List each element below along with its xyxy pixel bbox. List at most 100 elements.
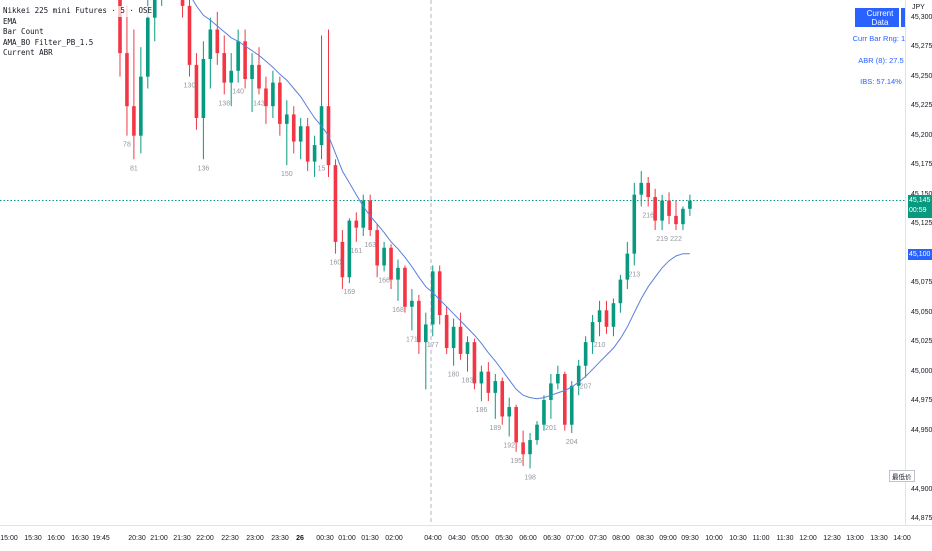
bar-count-label: 140 [232,89,244,96]
candle-body [528,440,532,455]
candle-body [424,324,428,343]
candle-body [187,5,192,65]
time-tick-label: 09:30 [681,535,699,542]
time-tick-label: 04:30 [448,535,466,542]
bar-count-label: 201 [545,425,557,432]
candle-body [569,385,574,425]
candle-body [430,271,435,325]
legend-line-ama-filter[interactable]: AMA_BO Filter_PB_1.5 [3,37,94,47]
time-tick-label: 21:30 [173,535,191,542]
price-chart-pane[interactable]: 78 81 130 136 138 140 143 150 15 160 169 161 163 166 1… [0,0,905,525]
price-tick-label: 44,950 [911,426,932,434]
candle-body [535,424,539,441]
price-tick-label: 44,875 [911,515,932,523]
candle-body [597,310,602,323]
candle-body [285,114,289,124]
bar-count-label: 169 [344,289,356,296]
price-axis[interactable] [905,0,932,525]
time-tick-label: 08:30 [636,535,654,542]
last-price-tag: 45,145 00:59 [908,194,932,218]
candle-body [389,247,393,280]
candle-body [688,200,692,209]
bar-count-label: 150 [281,171,293,178]
candle-body [396,267,400,280]
candle-body [479,371,484,384]
indicator-legend: Nikkei 225 mini Futures · 5 · OSE EMA Ba… [3,6,153,59]
candle-body [298,126,303,142]
time-tick-label: 01:00 [338,535,356,542]
time-tick-label: 10:30 [729,535,747,542]
time-axis[interactable] [0,525,932,551]
time-tick-label: 01:30 [361,535,379,542]
candle-body [305,126,310,162]
candle-body [208,29,213,59]
bar-count-label: 136 [198,165,210,172]
candle-body [417,300,421,343]
candle-body [264,88,268,107]
time-tick-label: 09:00 [659,535,677,542]
candle-body [681,208,685,225]
candle-body [333,165,338,242]
price-tick-label: 45,275 [911,43,932,51]
time-tick-label: 26 [296,535,304,542]
bar-count-label: 189 [489,425,501,432]
current-data-button[interactable]: Current Data [855,8,905,27]
bar-count-label: 216 [642,212,654,219]
bar-count-label: 198 [524,474,536,481]
bar-count-label: 210 [594,342,606,349]
price-tick-label: 45,025 [911,338,932,346]
candle-body [563,373,567,425]
price-tick-label: 44,975 [911,397,932,405]
price-tick-label: 45,175 [911,161,932,169]
time-tick-label: 06:30 [543,535,561,542]
time-tick-label: 00:30 [316,535,334,542]
candle-body [403,267,407,307]
time-tick-label: 19:45 [92,535,110,542]
currency-label[interactable]: JPY [912,4,925,11]
candle-body [146,17,150,77]
candle-body [444,315,449,349]
candle-body [201,58,206,118]
bar-count-label: 143 [253,100,265,107]
candle-body [660,200,664,221]
candle-body [653,197,657,221]
bar-countdown: 00:59 [909,206,927,214]
price-tick-label: 45,300 [911,13,932,21]
candle-body [618,279,623,304]
candle-body [514,407,518,443]
candle-body [465,342,470,354]
time-tick-label: 06:00 [519,535,537,542]
candle-body [625,253,630,280]
candle-body [632,194,637,254]
ema-value-tag: 45,100 [908,248,932,260]
time-tick-label: 11:30 [776,535,794,542]
bar-count-label: 163 [364,242,376,249]
bar-count-label: 207 [580,384,592,391]
symbol-title[interactable]: Nikkei 225 mini Futures · 5 · OSE [3,6,153,17]
bar-count-label: 183 [462,378,474,385]
bar-count-label: 219 [656,236,668,243]
candle-body [437,271,442,315]
price-tick-label: 45,075 [911,279,932,287]
candle-body [215,29,220,54]
candle-body [639,182,644,195]
candle-body [361,200,366,228]
time-tick-label: 05:00 [471,535,489,542]
bar-count-label: 180 [448,372,460,379]
candle-body [222,53,227,83]
time-tick-label: 11:00 [752,535,770,542]
candle-body [312,145,317,162]
price-tick-label: 44,900 [911,485,932,493]
legend-line-current-abr[interactable]: Current ABR [3,48,53,57]
legend-line-bar-count[interactable]: Bar Count [3,27,44,36]
legend-line-ema[interactable]: EMA [3,16,17,26]
candle-body [271,82,275,107]
bar-count-label: 166 [378,277,390,284]
candle-body [347,220,352,278]
low-price-tag: 最低价 [889,470,915,482]
bar-count-label: 78 [123,142,131,149]
bar-count-label: 186 [476,407,488,414]
candle-body [556,373,560,384]
candle-body [236,41,240,71]
